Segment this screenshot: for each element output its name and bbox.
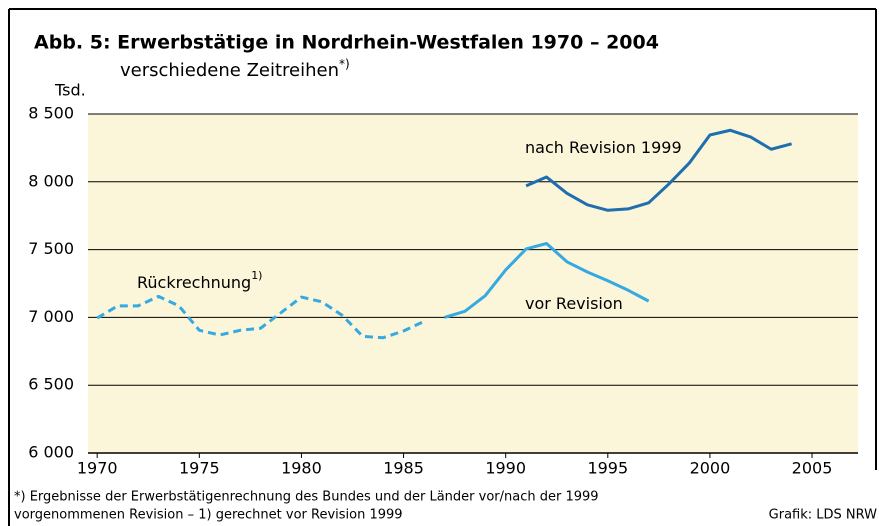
series-note: 1) [251, 269, 262, 282]
y-tick-label: 6 500 [28, 375, 74, 394]
subtitle: verschiedene Zeitreihen*) [120, 57, 350, 82]
y-tick-label: 7 000 [28, 307, 74, 326]
y-tick-label: 6 000 [28, 443, 74, 462]
line-series [525, 128, 793, 212]
chart-title: Abb. 5: Erwerbstätige in Nordrhein-Westf… [34, 32, 659, 54]
series-name: Rückrechnung [137, 273, 251, 292]
series-label: nach Revision 1999 [525, 138, 682, 157]
x-tick-label: 1975 [179, 459, 220, 478]
y-tick-label: 8 000 [28, 171, 74, 190]
x-tick-label: 2000 [690, 459, 731, 478]
y-tick-label: 7 500 [28, 239, 74, 258]
footnote: *) Ergebnisse der Erwerbstätigenrechnung… [14, 490, 599, 505]
x-tick-label: 1980 [281, 459, 322, 478]
footnote: vorgenommenen Revision – 1) gerechnet vo… [14, 508, 403, 523]
series-name: vor Revision [525, 294, 623, 313]
series-label: Rückrechnung1) [137, 269, 262, 292]
line-series [96, 294, 425, 340]
subtitle-note: *) [339, 57, 350, 71]
subtitle-text: verschiedene Zeitreihen [120, 60, 339, 81]
y-tick-label: 8 500 [28, 104, 74, 123]
x-tick-label: 1970 [77, 459, 118, 478]
x-tick-label: 2005 [792, 459, 833, 478]
source: Grafik: LDS NRW [769, 508, 877, 523]
series-name: nach Revision 1999 [525, 138, 682, 157]
y-axis-label: Tsd. [54, 81, 86, 100]
x-tick-label: 1990 [485, 459, 526, 478]
x-tick-label: 1995 [587, 459, 628, 478]
series-label: vor Revision [525, 294, 623, 313]
line-series [443, 241, 650, 319]
x-tick-label: 1985 [383, 459, 424, 478]
plot-background [88, 114, 858, 453]
